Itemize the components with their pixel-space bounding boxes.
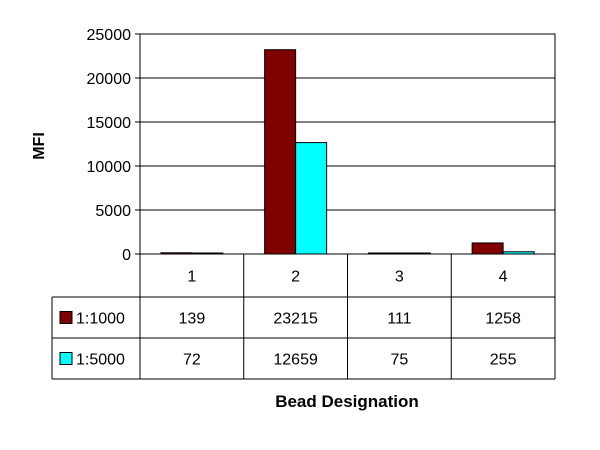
data-table: 1 2 3 4 1:1000 139 23215 111 1258 1:5000 72 12659 75…: [51, 253, 556, 380]
y-tick-label: 10000: [87, 159, 132, 176]
table-value: 75: [390, 352, 408, 369]
gridlines: [139, 33, 556, 255]
table-value: 1258: [485, 311, 521, 328]
y-axis-label: MFI: [31, 132, 48, 160]
x-tick-label: 3: [395, 269, 404, 286]
legend-swatch: [59, 311, 73, 324]
y-axis: 0 5000 10000 15000 20000 25000: [87, 27, 140, 264]
table-value: 23215: [273, 311, 318, 328]
x-tick-label: 2: [291, 269, 300, 286]
legend-swatch: [59, 352, 73, 365]
y-tick-label: 0: [122, 247, 131, 264]
x-tick-label: 4: [499, 269, 508, 286]
table-value: 111: [387, 311, 411, 328]
bar-1-1000-4: [471, 242, 504, 255]
table-value: 139: [179, 311, 206, 328]
y-tick-label: 5000: [95, 203, 131, 220]
bar-1-1000-2: [264, 49, 297, 255]
table-value: 12659: [273, 352, 318, 369]
x-axis-label: Bead Designation: [275, 392, 419, 411]
table-value: 255: [490, 352, 517, 369]
y-tick-label: 15000: [87, 115, 132, 132]
x-tick-label: 1: [187, 269, 196, 286]
legend-label: 1:1000: [76, 311, 125, 328]
table-value: 72: [183, 352, 201, 369]
bars: [160, 49, 535, 255]
plot-frame: [139, 33, 556, 255]
legend-label: 1:5000: [76, 352, 125, 369]
y-tick-label: 25000: [87, 27, 132, 44]
bar-1-5000-2: [295, 142, 328, 255]
y-tick-label: 20000: [87, 71, 132, 88]
